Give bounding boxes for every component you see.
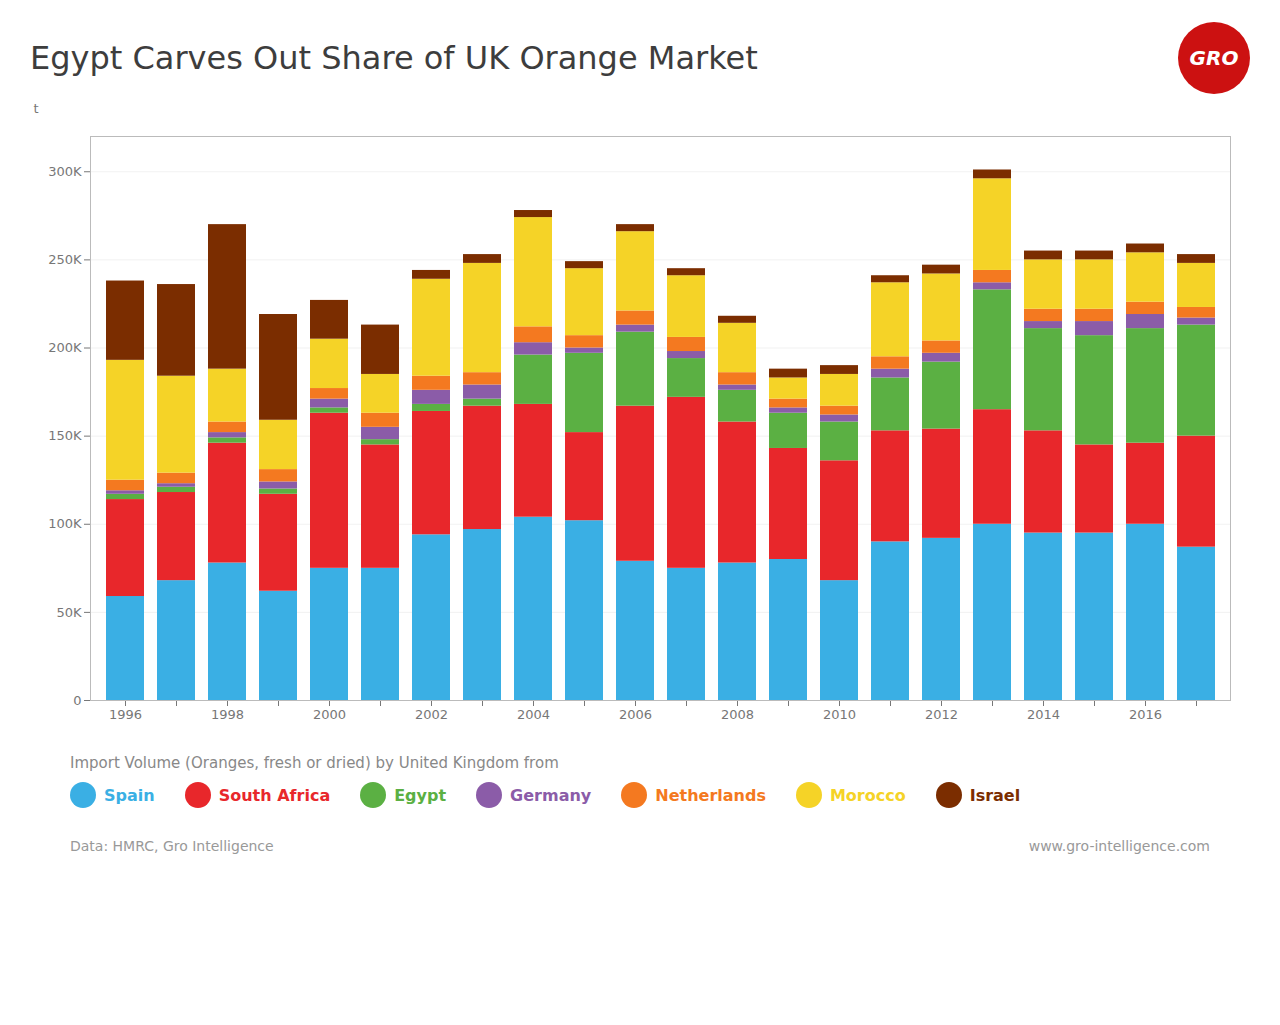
html-text:Egypt: Egypt bbox=[394, 785, 447, 805]
svg-text:2012: 2012 bbox=[925, 707, 958, 722]
svg-text:2004: 2004 bbox=[517, 707, 550, 722]
svg-text:2010: 2010 bbox=[823, 707, 856, 722]
svg-text:150K: 150K bbox=[48, 428, 82, 443]
svg-text:200K: 200K bbox=[48, 340, 82, 355]
html-text:Morocco: Morocco bbox=[829, 785, 906, 805]
svg-text:1998: 1998 bbox=[211, 707, 244, 722]
svg-text:2008: 2008 bbox=[721, 707, 754, 722]
html-text:GRO: GRO bbox=[1189, 46, 1239, 70]
svg-text:t: t bbox=[34, 101, 39, 116]
svg-text:2000: 2000 bbox=[313, 707, 346, 722]
html-text:Israel: Israel bbox=[969, 785, 1021, 805]
svg-text:1996: 1996 bbox=[109, 707, 142, 722]
html-text:Spain: Spain bbox=[104, 785, 155, 805]
svg-text:50K: 50K bbox=[56, 605, 82, 620]
svg-text:2014: 2014 bbox=[1027, 707, 1060, 722]
html-text:South Africa: South Africa bbox=[218, 785, 331, 805]
html-text:Data: HMRC, Gro Intelligence: Data: HMRC, Gro Intelligence bbox=[70, 838, 274, 854]
html-text:Netherlands: Netherlands bbox=[655, 785, 766, 805]
svg-text:2002: 2002 bbox=[415, 707, 448, 722]
html-text:Import Volume (Oranges, fresh: Import Volume (Oranges, fresh or dried) … bbox=[70, 754, 559, 772]
svg-text:100K: 100K bbox=[48, 516, 82, 531]
html-text:Egypt Carves Out Share of UK O: Egypt Carves Out Share of UK Orange Mark… bbox=[30, 39, 758, 77]
html-text:Germany: Germany bbox=[510, 785, 592, 805]
svg-text:0: 0 bbox=[73, 693, 81, 708]
html-text:www.gro-intelligence.com: www.gro-intelligence.com bbox=[1028, 838, 1210, 854]
svg-text:250K: 250K bbox=[48, 252, 82, 267]
svg-text:2006: 2006 bbox=[619, 707, 652, 722]
svg-text:300K: 300K bbox=[48, 164, 82, 179]
svg-text:2016: 2016 bbox=[1129, 707, 1162, 722]
